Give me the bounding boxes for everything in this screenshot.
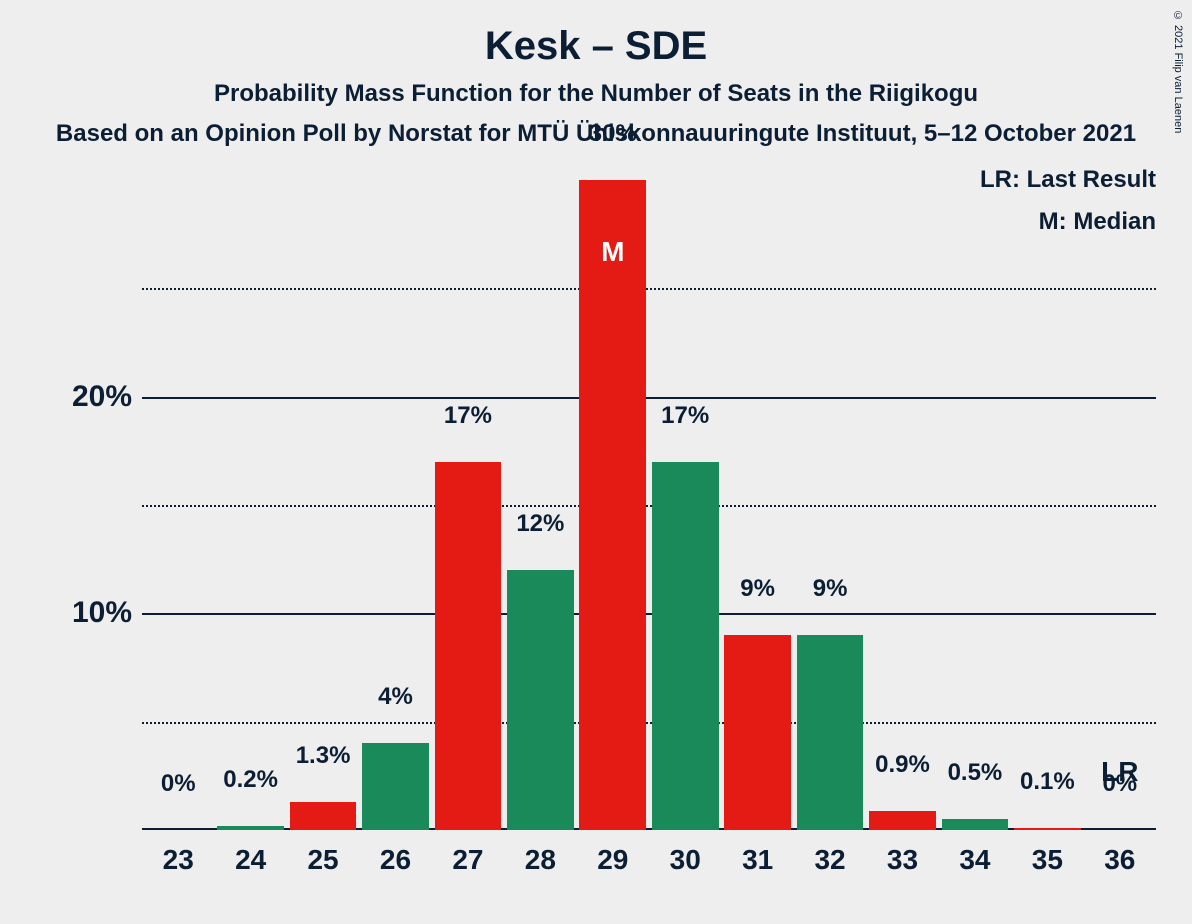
x-tick-label: 32 [814,830,845,876]
chart-canvas: © 2021 Filip van Laenen Kesk – SDE Proba… [0,0,1192,924]
x-tick-label: 30 [670,830,701,876]
bar-value-label: 0.2% [223,766,278,794]
x-tick-label: 26 [380,830,411,876]
grid-minor [142,505,1156,507]
grid-major [142,397,1156,399]
bar-value-label: 9% [740,575,775,603]
x-tick-label: 24 [235,830,266,876]
bar-value-label: 4% [378,683,413,711]
x-tick-label: 29 [597,830,628,876]
chart-subtitle-1: Probability Mass Function for the Number… [0,80,1192,108]
y-tick-label: 20% [72,380,142,414]
x-tick-label: 33 [887,830,918,876]
bar [290,802,357,830]
grid-major [142,613,1156,615]
bar-value-label: 9% [813,575,848,603]
last-result-label: LR [1101,756,1138,788]
bar-value-label: 0.9% [875,751,930,779]
bar-value-label: 0.1% [1020,768,1075,796]
bar [869,811,936,831]
bar [652,462,719,830]
bar [435,462,502,830]
bar [507,570,574,830]
grid-minor [142,288,1156,290]
bar [942,819,1009,830]
bar-value-label: 0.5% [948,759,1003,787]
x-tick-label: 34 [959,830,990,876]
bar [724,635,791,830]
x-tick-label: 23 [163,830,194,876]
x-tick-label: 35 [1032,830,1063,876]
median-label: M [601,236,624,268]
bar-value-label: 30% [589,120,637,148]
bar-value-label: 0% [161,770,196,798]
x-tick-label: 36 [1104,830,1135,876]
y-tick-label: 10% [72,596,142,630]
chart-title: Kesk – SDE [0,24,1192,69]
grid-minor [142,722,1156,724]
bar [362,743,429,830]
x-tick-label: 25 [307,830,338,876]
plot-area: 10%20%0%230.2%241.3%254%2617%2712%2830%M… [142,180,1156,830]
x-tick-label: 31 [742,830,773,876]
bar-value-label: 12% [516,510,564,538]
bar-value-label: 17% [661,402,709,430]
bar-value-label: 17% [444,402,492,430]
x-tick-label: 27 [452,830,483,876]
bar [579,180,646,830]
x-tick-label: 28 [525,830,556,876]
bar [797,635,864,830]
bar-value-label: 1.3% [296,742,351,770]
